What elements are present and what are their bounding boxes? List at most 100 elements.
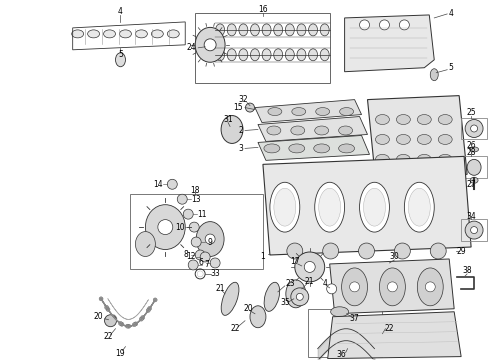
Text: 26: 26 xyxy=(466,141,476,150)
Text: 1: 1 xyxy=(261,252,265,261)
Ellipse shape xyxy=(262,49,271,61)
Ellipse shape xyxy=(285,24,294,36)
Ellipse shape xyxy=(134,322,138,326)
Text: 35: 35 xyxy=(280,298,290,307)
Text: 27: 27 xyxy=(466,180,476,189)
Ellipse shape xyxy=(388,282,397,292)
Ellipse shape xyxy=(204,39,216,51)
Ellipse shape xyxy=(270,182,300,232)
Ellipse shape xyxy=(99,297,103,301)
Ellipse shape xyxy=(430,243,446,259)
Ellipse shape xyxy=(116,53,125,67)
Ellipse shape xyxy=(292,108,306,116)
Text: 33: 33 xyxy=(210,269,220,278)
Text: 11: 11 xyxy=(197,210,207,219)
Text: 24: 24 xyxy=(187,43,196,52)
Ellipse shape xyxy=(189,222,199,232)
Ellipse shape xyxy=(188,260,198,270)
Polygon shape xyxy=(258,117,368,141)
Ellipse shape xyxy=(151,30,163,38)
Ellipse shape xyxy=(287,243,303,259)
Ellipse shape xyxy=(120,30,131,38)
Ellipse shape xyxy=(119,321,122,325)
Ellipse shape xyxy=(339,126,353,135)
Bar xyxy=(461,156,487,178)
Ellipse shape xyxy=(106,307,110,311)
Ellipse shape xyxy=(315,126,329,135)
Ellipse shape xyxy=(191,237,201,247)
Ellipse shape xyxy=(331,307,348,317)
Ellipse shape xyxy=(465,120,483,138)
Ellipse shape xyxy=(183,209,193,219)
Ellipse shape xyxy=(267,126,281,135)
Ellipse shape xyxy=(141,316,145,320)
Ellipse shape xyxy=(430,69,438,81)
Ellipse shape xyxy=(197,271,203,277)
Text: 6: 6 xyxy=(199,258,204,267)
Text: 9: 9 xyxy=(208,238,213,247)
Ellipse shape xyxy=(127,324,131,328)
Ellipse shape xyxy=(291,288,309,306)
Ellipse shape xyxy=(396,135,410,144)
Ellipse shape xyxy=(318,188,341,226)
Ellipse shape xyxy=(379,268,405,306)
Bar xyxy=(461,117,487,139)
Ellipse shape xyxy=(289,144,305,153)
Text: 4: 4 xyxy=(449,9,454,18)
Ellipse shape xyxy=(408,188,430,226)
Text: 30: 30 xyxy=(390,252,399,261)
Ellipse shape xyxy=(216,49,224,61)
Ellipse shape xyxy=(262,24,271,36)
Text: 14: 14 xyxy=(153,180,163,189)
Text: 21: 21 xyxy=(215,284,225,293)
Text: 22: 22 xyxy=(385,324,394,333)
Text: 36: 36 xyxy=(337,350,346,359)
Ellipse shape xyxy=(72,30,84,38)
Text: 22: 22 xyxy=(104,332,113,341)
Ellipse shape xyxy=(105,305,109,309)
Ellipse shape xyxy=(135,231,155,256)
Text: 22: 22 xyxy=(230,324,240,333)
Text: 37: 37 xyxy=(350,314,360,323)
Ellipse shape xyxy=(286,280,306,308)
Ellipse shape xyxy=(132,323,136,327)
Ellipse shape xyxy=(88,30,99,38)
Ellipse shape xyxy=(113,316,117,320)
Text: 3: 3 xyxy=(238,144,243,153)
Text: 5: 5 xyxy=(118,50,123,59)
Text: 7: 7 xyxy=(205,260,210,269)
Ellipse shape xyxy=(469,147,479,152)
Text: 10: 10 xyxy=(175,222,185,231)
Text: 17: 17 xyxy=(290,257,299,266)
Ellipse shape xyxy=(296,293,303,300)
Ellipse shape xyxy=(396,114,410,125)
Ellipse shape xyxy=(364,188,386,226)
Ellipse shape xyxy=(103,30,116,38)
Ellipse shape xyxy=(470,226,478,234)
Text: 20: 20 xyxy=(243,304,253,313)
Text: 13: 13 xyxy=(192,195,201,204)
Ellipse shape xyxy=(227,24,236,36)
Ellipse shape xyxy=(112,315,116,319)
Ellipse shape xyxy=(227,49,236,61)
Ellipse shape xyxy=(375,135,390,144)
Bar xyxy=(461,219,487,241)
Text: 32: 32 xyxy=(238,95,248,104)
Ellipse shape xyxy=(470,177,478,183)
Ellipse shape xyxy=(196,222,224,256)
Ellipse shape xyxy=(309,24,318,36)
Ellipse shape xyxy=(425,282,435,292)
Ellipse shape xyxy=(195,250,205,260)
Ellipse shape xyxy=(158,220,173,235)
Ellipse shape xyxy=(297,49,306,61)
Text: 23: 23 xyxy=(285,279,294,288)
Text: 4: 4 xyxy=(322,279,327,288)
Ellipse shape xyxy=(125,324,129,328)
Text: 18: 18 xyxy=(191,186,200,195)
Ellipse shape xyxy=(221,282,239,315)
Ellipse shape xyxy=(404,182,434,232)
Bar xyxy=(195,13,330,83)
Ellipse shape xyxy=(139,317,143,321)
Ellipse shape xyxy=(274,24,283,36)
Text: 5: 5 xyxy=(449,63,454,72)
